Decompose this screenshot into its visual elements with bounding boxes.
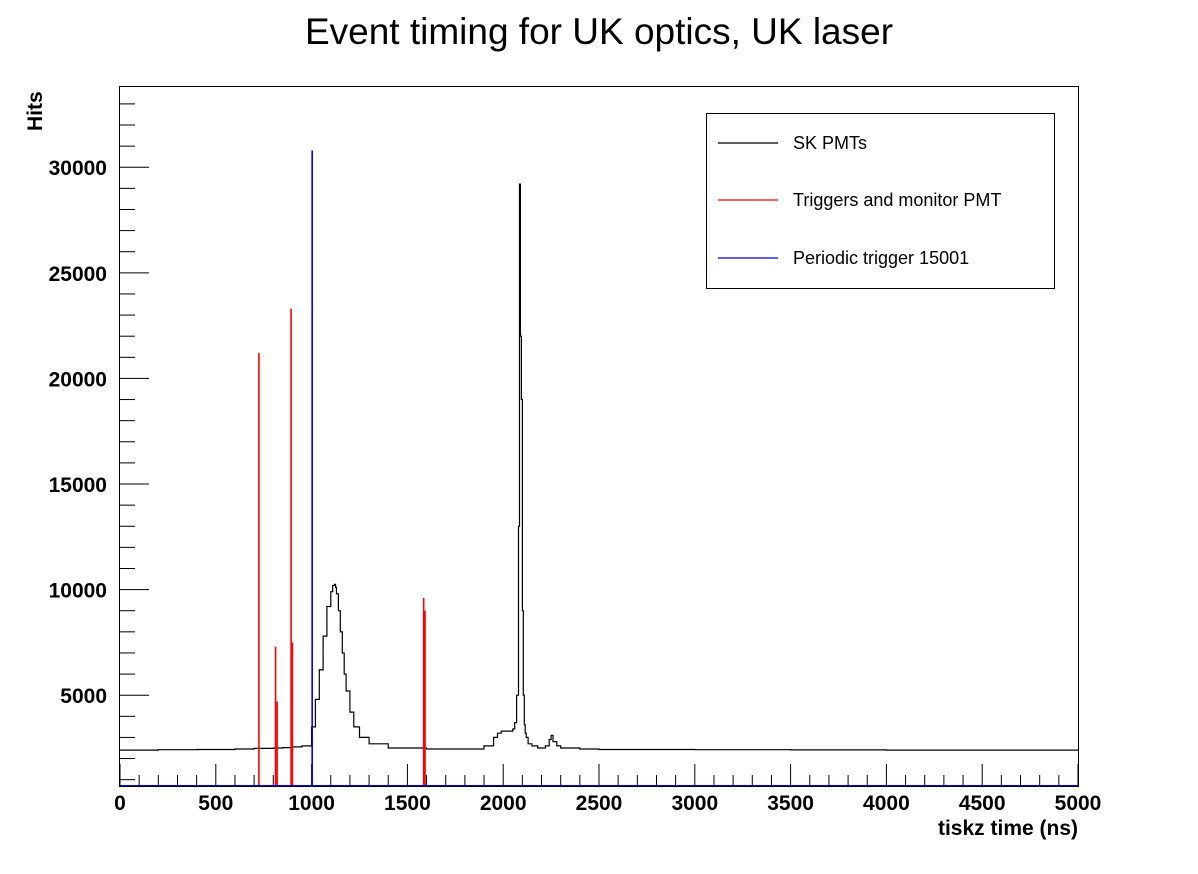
legend-label: Periodic trigger 15001: [793, 248, 969, 268]
x-tick-label: 0: [114, 792, 126, 815]
x-axis-label: tiskz time (ns): [938, 817, 1078, 840]
chart-title: Event timing for UK optics, UK laser: [305, 11, 893, 52]
y-tick-label: 30000: [49, 157, 107, 180]
legend-label: Triggers and monitor PMT: [793, 190, 1001, 210]
x-tick-label: 500: [198, 792, 233, 815]
y-axis-label: Hits: [24, 91, 47, 131]
series-line-0: [120, 183, 1078, 751]
x-tick-label: 2000: [480, 792, 527, 815]
legend: SK PMTs Triggers and monitor PMT Periodic …: [706, 113, 1055, 289]
x-tick-label: 4000: [863, 792, 910, 815]
series-2: [120, 150, 1078, 786]
x-tick-label: 3000: [671, 792, 718, 815]
x-tick-label: 2500: [576, 792, 623, 815]
legend-label: SK PMTs: [793, 133, 867, 153]
y-tick-label: 5000: [60, 685, 107, 708]
series-layer: [120, 150, 1078, 786]
y-tick-label: 25000: [49, 263, 107, 286]
x-axis: 0 500 1000 1500 2000 2500 3000 3500 4000 4500 5000: [114, 764, 1101, 815]
series-0: [120, 183, 1078, 751]
y-axis: 5000 10000 15000 20000 25000 30000: [49, 103, 149, 781]
x-tick-label: 4500: [959, 792, 1006, 815]
y-tick-label: 20000: [49, 368, 107, 391]
y-tick-label: 10000: [49, 580, 107, 603]
plot-area-border: [119, 86, 1079, 787]
x-tick-label: 5000: [1055, 792, 1102, 815]
x-tick-label: 1500: [384, 792, 431, 815]
plot-frame: [119, 86, 1079, 787]
x-tick-label: 1000: [288, 792, 335, 815]
series-1: [120, 308, 1078, 786]
y-tick-label: 15000: [49, 474, 107, 497]
x-tick-label: 3500: [767, 792, 814, 815]
